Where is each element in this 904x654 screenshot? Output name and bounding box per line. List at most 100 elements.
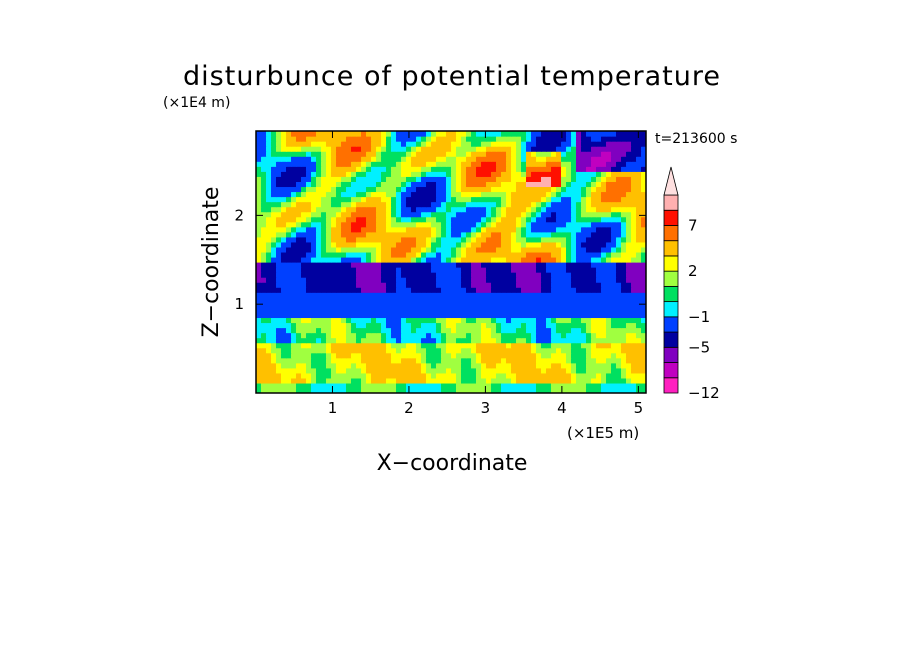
field-cell (641, 367, 646, 374)
field-cell (296, 146, 302, 152)
field-cell (471, 367, 477, 374)
field-cell (271, 282, 277, 288)
field-cell (576, 297, 582, 303)
field-cell (371, 226, 377, 233)
field-cell (396, 322, 402, 329)
field-cell (531, 282, 537, 288)
field-cell (266, 327, 272, 334)
field-cell (581, 156, 587, 162)
field-cell (591, 246, 597, 253)
field-cell (486, 246, 492, 253)
field-cell (306, 342, 312, 349)
field-cell (291, 136, 297, 142)
field-cell (411, 267, 417, 273)
field-cell (601, 141, 607, 147)
field-cell (501, 231, 507, 238)
field-cell (301, 302, 307, 308)
field-cell (321, 186, 327, 193)
field-cell (551, 231, 557, 238)
field-cell (436, 262, 442, 268)
field-cell (356, 191, 362, 198)
field-cell (621, 166, 627, 172)
field-cell (606, 302, 612, 308)
field-cell (336, 191, 342, 198)
field-cell (606, 236, 612, 243)
field-cell (281, 156, 287, 162)
field-cell (291, 131, 297, 137)
field-cell (591, 161, 597, 167)
field-cell (461, 282, 467, 288)
field-cell (296, 236, 302, 243)
field-cell (586, 136, 592, 142)
field-cell (321, 347, 327, 354)
field-cell (611, 262, 617, 268)
field-cell (311, 206, 317, 213)
field-cell (366, 221, 372, 228)
field-cell (361, 377, 367, 384)
field-cell (556, 191, 562, 198)
field-cell (551, 196, 557, 203)
field-cell (276, 302, 282, 308)
field-cell (521, 241, 527, 248)
field-cell (431, 277, 437, 283)
field-cell (371, 342, 377, 349)
field-cell (466, 282, 472, 288)
field-cell (451, 347, 457, 354)
field-cell (586, 362, 592, 369)
field-cell (521, 352, 527, 359)
field-cell (491, 272, 497, 278)
field-cell (466, 181, 472, 188)
field-cell (576, 317, 582, 324)
field-cell (266, 206, 272, 213)
field-cell (566, 362, 572, 369)
field-cell (386, 241, 392, 248)
field-cell (481, 272, 487, 278)
field-cell (566, 267, 572, 273)
field-cell (486, 171, 492, 177)
field-cell (561, 166, 567, 172)
field-cell (571, 377, 577, 384)
field-cell (271, 211, 277, 218)
field-cell (571, 332, 577, 339)
field-cell (451, 272, 457, 278)
field-cell (301, 181, 307, 188)
field-cell (261, 181, 267, 188)
field-cell (401, 297, 407, 303)
field-cell (596, 206, 602, 213)
field-cell (611, 372, 617, 379)
field-cell (466, 287, 472, 293)
field-cell (511, 191, 517, 198)
field-cell (541, 146, 547, 152)
field-cell (556, 156, 562, 162)
field-cell (566, 221, 572, 228)
field-cell (311, 156, 317, 162)
field-cell (496, 161, 502, 167)
field-cell (576, 236, 582, 243)
field-cell (326, 186, 332, 193)
field-cell (356, 262, 362, 268)
field-cell (556, 292, 562, 298)
field-cell (311, 387, 317, 393)
field-cell (291, 317, 297, 324)
field-cell (371, 131, 377, 137)
field-cell (356, 221, 362, 228)
field-cell (361, 161, 367, 167)
field-cell (466, 297, 472, 303)
field-cell (581, 216, 587, 223)
field-cell (531, 262, 537, 268)
field-cell (556, 277, 562, 283)
field-cell (261, 211, 267, 218)
field-cell (331, 342, 337, 349)
field-cell (361, 267, 367, 273)
field-cell (456, 236, 462, 243)
field-cell (561, 272, 567, 278)
field-cell (631, 206, 637, 213)
field-cell (356, 272, 362, 278)
field-cell (311, 292, 317, 298)
field-cell (541, 282, 547, 288)
field-cell (321, 191, 327, 198)
field-cell (636, 146, 642, 152)
field-cell (321, 282, 327, 288)
field-cell (481, 206, 487, 213)
field-cell (601, 262, 607, 268)
